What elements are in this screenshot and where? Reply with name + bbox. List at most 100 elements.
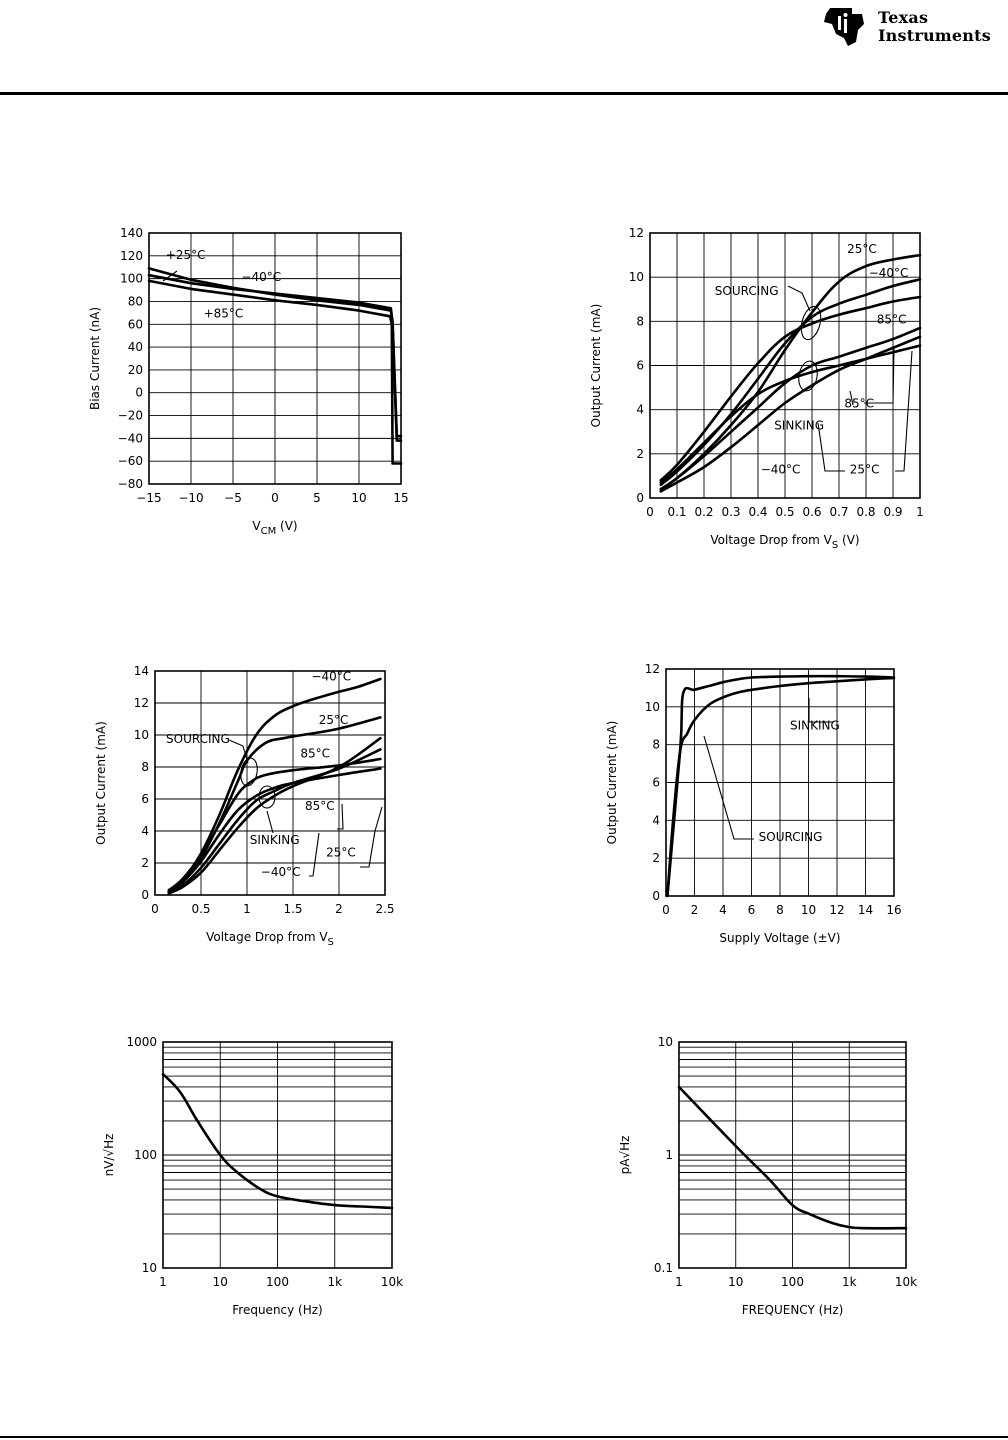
series-line-85c xyxy=(147,279,403,465)
x-tick-label: 10 xyxy=(213,1275,228,1289)
x-tick-label: 1.5 xyxy=(283,902,302,916)
series-line-noise xyxy=(161,1072,394,1210)
x-axis-label-subscript: S xyxy=(328,937,334,948)
y-tick-label: 12 xyxy=(645,662,660,676)
y-tick-label: 10 xyxy=(629,270,644,284)
y-axis-label: Output Current (mA) xyxy=(94,721,108,845)
y-tick-label: 140 xyxy=(120,226,143,240)
callout-ellipse xyxy=(798,360,818,392)
x-tick-label: 1k xyxy=(842,1275,857,1289)
y-tick-label: 10 xyxy=(658,1035,673,1049)
x-tick-label: −5 xyxy=(224,491,242,505)
x-tick-label: 0 xyxy=(151,902,159,916)
x-tick-label: 0.4 xyxy=(748,505,767,519)
x-tick-label: 14 xyxy=(858,903,873,917)
callout-leader xyxy=(162,270,178,282)
y-tick-label: 60 xyxy=(128,317,143,331)
x-axis-label-subscript: CM xyxy=(261,526,277,537)
x-tick-label: 10k xyxy=(895,1275,917,1289)
annotation-85c: 85°C xyxy=(844,396,874,410)
gridlines xyxy=(162,1042,393,1269)
series-line-sinking-25c xyxy=(659,335,922,493)
ti-logo-icon xyxy=(824,8,864,46)
callout-ellipse xyxy=(240,757,258,787)
annotation-sourcing: SOURCING xyxy=(759,830,823,844)
x-tick-label: 2.5 xyxy=(375,902,394,916)
x-tick-label: 100 xyxy=(781,1275,804,1289)
x-tick-label: 2 xyxy=(335,902,343,916)
gridlines xyxy=(148,232,402,485)
x-tick-label: 0.1 xyxy=(667,505,686,519)
x-tick-label: 10 xyxy=(351,491,366,505)
callout-lines xyxy=(162,270,178,282)
x-tick-label: 0.9 xyxy=(883,505,902,519)
callout-leader xyxy=(864,347,895,404)
x-axis-label: VCM (V) xyxy=(252,519,297,537)
y-tick-label: 10 xyxy=(142,1261,157,1275)
annotation-sinking: SINKING xyxy=(790,719,840,733)
y-tick-label: 2 xyxy=(141,856,149,870)
x-tick-label: 1 xyxy=(916,505,924,519)
x-tick-label: 10 xyxy=(801,903,816,917)
y-tick-label: 0.1 xyxy=(654,1261,673,1275)
y-tick-label: 10 xyxy=(134,728,149,742)
plot-frame xyxy=(162,1041,393,1269)
x-tick-label: −10 xyxy=(178,491,203,505)
annotation-25c: 25°C xyxy=(326,846,356,860)
x-tick-label: 15 xyxy=(393,491,408,505)
annotation-85c: +85°C xyxy=(204,306,244,320)
series-line-sinking xyxy=(666,676,896,898)
x-tick-label: 0.8 xyxy=(856,505,875,519)
callout-leader xyxy=(849,390,854,406)
x-tick-label: 100 xyxy=(266,1275,289,1289)
y-axis-label: Output Current (mA) xyxy=(605,721,619,845)
y-tick-label: 40 xyxy=(128,340,143,354)
y-tick-label: −60 xyxy=(118,454,143,468)
series-line-sourcing-40c xyxy=(659,278,922,487)
chart-output-current-vs-drop-1v: 0 0.1 0.2 0.3 0.4 0.5 0.6 0.7 0.8 0.9 1024681012Vo… xyxy=(589,226,924,551)
plot-frame xyxy=(154,670,386,896)
annotation-40c: −40°C xyxy=(311,670,351,684)
plot-frame xyxy=(678,1041,907,1269)
y-tick-label: 12 xyxy=(629,226,644,240)
series-line-noise xyxy=(677,1085,908,1230)
annotation-85c: 85°C xyxy=(305,799,335,813)
annotation-sourcing: SOURCING xyxy=(166,732,230,746)
y-tick-label: 4 xyxy=(636,403,644,417)
annotation-sinking: SINKING xyxy=(250,833,300,847)
y-tick-label: 0 xyxy=(652,889,660,903)
y-tick-label: 8 xyxy=(141,760,149,774)
callout-leader xyxy=(309,832,320,877)
y-tick-label: 4 xyxy=(141,824,149,838)
x-tick-label: 16 xyxy=(886,903,901,917)
y-tick-label: 100 xyxy=(134,1148,157,1162)
x-tick-label: 1 xyxy=(675,1275,683,1289)
x-tick-label: 0 xyxy=(646,505,654,519)
gridlines xyxy=(665,668,895,897)
x-tick-label: 0 xyxy=(271,491,279,505)
annotation-25c: 25°C xyxy=(319,713,349,727)
annotation-25c: 25°C xyxy=(847,242,877,256)
x-tick-label: 12 xyxy=(829,903,844,917)
x-tick-label: 8 xyxy=(776,903,784,917)
x-tick-label: 6 xyxy=(748,903,756,917)
x-tick-label: 0 xyxy=(662,903,670,917)
y-axis-label: nV/√Hz xyxy=(102,1134,116,1177)
y-tick-label: 1 xyxy=(665,1148,673,1162)
x-tick-label: 4 xyxy=(719,903,727,917)
logo-line-2: Instruments xyxy=(878,26,991,45)
callout-lines xyxy=(787,285,913,472)
y-tick-label: 0 xyxy=(141,888,149,902)
annotation-40c: −40°C xyxy=(869,266,909,280)
x-axis-label: Voltage Drop from VS (V) xyxy=(710,533,859,551)
chart-output-current-vs-drop-2v5: 0 0.5 1 1.5 2 2.5 0 2 4 6 8 10 12 14 Voltage Drop from… xyxy=(94,664,395,948)
x-tick-label: 1k xyxy=(327,1275,342,1289)
header-rule xyxy=(0,92,1008,95)
annotation-sinking: SINKING xyxy=(774,419,824,433)
y-tick-label: 2 xyxy=(652,851,660,865)
series-line-sinking-25c xyxy=(167,736,382,895)
y-axis-label: pA√Hz xyxy=(618,1136,632,1175)
texas-instruments-logo: Texas Instruments xyxy=(822,2,1008,52)
y-tick-label: 120 xyxy=(120,249,143,263)
y-tick-label: 6 xyxy=(652,776,660,790)
